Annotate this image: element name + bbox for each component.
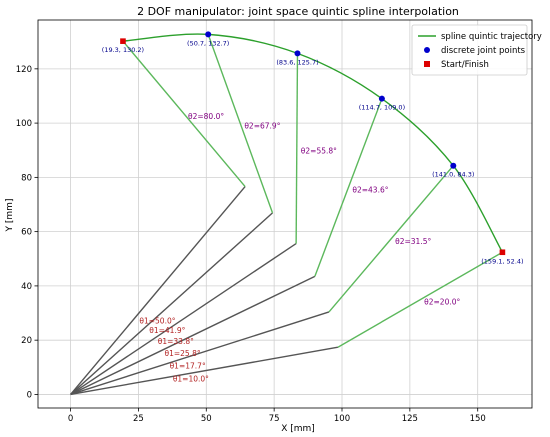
angle-labels: θ1=50.0° θ2=80.0° θ1=41.9° θ2=67.9° θ1=33.8°… — [139, 112, 460, 384]
grid — [38, 20, 532, 408]
theta1-label: θ1=25.8° — [165, 349, 201, 358]
link1-segment — [70, 311, 330, 396]
joint-point-marker — [294, 50, 301, 57]
x-tick-label: 50 — [201, 414, 212, 424]
theta1-label: θ1=10.0° — [173, 374, 209, 383]
legend-circle-swatch — [424, 47, 430, 53]
theta2-label: θ2=43.6° — [352, 186, 388, 195]
chart-title: 2 DOF manipulator: joint space quintic s… — [137, 5, 459, 18]
joint-point-marker — [450, 162, 457, 169]
theta2-label: θ2=31.5° — [395, 237, 431, 246]
point-coordinate-label: (141.0, 84.3) — [432, 171, 474, 179]
x-tick-label: 25 — [133, 414, 144, 424]
link1-segment — [70, 242, 297, 396]
legend-entry-label: spline quintic trajectory — [441, 32, 542, 42]
link1-segment — [70, 275, 316, 396]
joint-point-marker — [205, 31, 212, 38]
point-coordinate-label: (114.7, 109.0) — [359, 104, 405, 112]
x-tick-label: 150 — [470, 414, 486, 424]
theta1-label: θ1=50.0° — [139, 317, 175, 326]
start-point-marker — [120, 38, 126, 44]
theta1-label: θ1=17.7° — [170, 362, 206, 371]
link2-segment — [314, 98, 383, 277]
theta2-label: θ2=67.9° — [244, 122, 280, 131]
y-tick-label: 120 — [16, 65, 32, 75]
y-axis-label: Y [mm] — [5, 199, 15, 233]
legend-square-swatch — [424, 61, 430, 67]
y-tick-label: 100 — [16, 119, 32, 129]
arm-links — [70, 34, 503, 396]
link1-segment — [70, 346, 339, 396]
point-coordinate-label: (159.1, 52.4) — [481, 257, 523, 265]
point-coordinate-label: (50.7, 132.7) — [187, 39, 229, 47]
legend-entry-label: Start/Finish — [441, 60, 489, 70]
link2-segment — [328, 165, 454, 313]
point-coordinate-label: (83.6, 125.7) — [276, 58, 318, 66]
theta1-label: θ1=41.9° — [149, 326, 185, 335]
link1-segment — [70, 186, 246, 395]
plot-frame — [37, 19, 533, 409]
y-tick-label: 80 — [21, 173, 32, 183]
link1-segment — [70, 212, 273, 395]
x-tick-label: 125 — [402, 414, 418, 424]
finish-point-marker — [499, 249, 506, 256]
spline-trajectory-line — [122, 33, 504, 253]
theta2-label: θ2=55.8° — [301, 146, 337, 155]
link2-segment — [337, 251, 503, 348]
y-tick-label: 60 — [21, 228, 32, 238]
y-tick-label: 40 — [21, 282, 32, 292]
y-tick-label: 20 — [21, 336, 32, 346]
trajectory-layer — [122, 33, 504, 253]
x-tick-label: 75 — [269, 414, 280, 424]
theta2-label: θ2=20.0° — [424, 298, 460, 307]
legend-box — [411, 24, 528, 76]
link2-segment — [295, 53, 299, 244]
point-coordinate-label: (19.3, 130.2) — [102, 46, 144, 54]
axis-ticks: 0 25 50 75 100 125 150 0 20 40 60 80 100 120 — [16, 65, 486, 424]
theta2-label: θ2=80.0° — [188, 112, 224, 121]
link2-segment — [207, 34, 274, 214]
link2-segment — [122, 40, 246, 188]
x-axis-label: X [mm] — [281, 424, 315, 434]
theta1-label: θ1=33.8° — [158, 337, 194, 346]
x-tick-label: 0 — [68, 414, 73, 424]
legend-entry-label: discrete joint points — [441, 46, 526, 56]
y-tick-label: 0 — [27, 390, 32, 400]
points-layer: (19.3, 130.2) (50.7, 132.7) (83.6, 125.7) (… — [102, 31, 524, 265]
legend: spline quintic trajectory discrete joint … — [411, 24, 542, 76]
x-tick-label: 100 — [334, 414, 350, 424]
joint-point-marker — [378, 95, 385, 102]
